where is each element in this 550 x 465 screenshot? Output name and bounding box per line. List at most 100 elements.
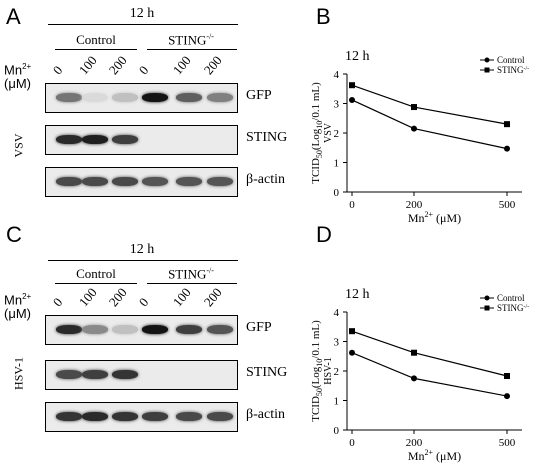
blot-band — [56, 177, 82, 186]
virus-label: HSV-1 — [11, 357, 26, 390]
blot-label: GFP — [246, 320, 272, 335]
data-point — [349, 96, 355, 103]
y-axis-label: TCID50(Log10/0.1 mL) — [310, 82, 324, 184]
sting-bracket — [147, 283, 237, 284]
blot-label: STING — [246, 365, 288, 380]
series-line-0 — [351, 99, 508, 150]
y-tick-label: 0 — [334, 425, 340, 437]
legend-entry: Control — [497, 55, 525, 65]
blot-band — [142, 93, 168, 102]
time-bracket — [48, 24, 238, 25]
series-line-0 — [351, 352, 508, 397]
blot-band — [142, 325, 168, 334]
sting-bracket — [147, 49, 237, 50]
blot-label: GFP — [246, 88, 272, 103]
y-tick-label: 0 — [334, 187, 340, 199]
dose-label: 200 — [200, 52, 225, 78]
blot-actin — [45, 402, 238, 432]
blot-band — [176, 177, 202, 186]
panel-letter: A — [6, 4, 21, 29]
blot-band — [56, 412, 82, 421]
legend-entry: STING-/- — [497, 65, 529, 75]
group-sting-label: STING-/- — [168, 32, 214, 48]
data-point — [504, 145, 510, 152]
x-tick-label: 0 — [349, 437, 355, 449]
legend-entry: STING-/- — [497, 303, 529, 313]
x-tick-label: 500 — [499, 199, 516, 211]
blot-band — [82, 325, 108, 334]
dose-label: 200 — [105, 284, 130, 310]
x-axis-label: Mn2+ (μM) — [408, 210, 461, 225]
y-tick-label: 4 — [334, 69, 340, 81]
data-point — [349, 82, 355, 89]
blot-band — [82, 135, 108, 144]
y-tick-label: 2 — [334, 366, 340, 378]
mn-label: Mn2+ (μM) — [4, 62, 32, 92]
dose-label: 100 — [75, 52, 100, 78]
blot-band — [82, 370, 108, 379]
blot-band — [112, 412, 138, 421]
panel-letter: D — [316, 222, 332, 247]
time-label: 12 h — [129, 6, 155, 21]
blot-band — [176, 412, 202, 421]
x-tick-label: 0 — [349, 199, 355, 211]
line-chart-d: 12 h 0 1 2 3 4 0 200 500 Mn2+ (μM) TCID50(Log10/0.… — [310, 287, 529, 463]
chart-title: 12 h — [345, 287, 370, 302]
time-label: 12 h — [129, 242, 155, 257]
dose-label: 100 — [75, 284, 100, 310]
line-chart-b: 12 h 0 1 2 3 4 0 200 500 Mn2+ (μM) TCID50(Log10/0.… — [310, 49, 529, 225]
mn-label: Mn2+ (μM) — [4, 292, 32, 322]
chart-title: 12 h — [345, 49, 370, 64]
virus-label: VSV — [323, 122, 334, 143]
y-tick-label: 1 — [334, 396, 340, 408]
dose-label: 0 — [135, 294, 152, 310]
data-point — [411, 104, 417, 111]
blot-band — [56, 325, 82, 334]
dose-label: 0 — [49, 294, 66, 310]
y-tick-label: 1 — [334, 158, 340, 170]
blot-band — [112, 93, 138, 102]
data-point — [411, 125, 417, 132]
panel-letter: B — [316, 4, 331, 29]
dose-label: 100 — [169, 52, 194, 78]
blot-gfp — [45, 315, 238, 345]
blot-band — [56, 135, 82, 144]
blot-sting — [45, 360, 238, 390]
panel-letter: C — [6, 222, 22, 247]
y-axis-label: TCID50(Log10/0.1 mL) — [310, 320, 324, 422]
blot-band — [207, 412, 233, 421]
data-point — [504, 373, 510, 380]
y-tick-label: 3 — [334, 99, 340, 111]
x-tick-label: 200 — [406, 437, 423, 449]
group-control-label: Control — [76, 266, 116, 281]
dose-label: 200 — [105, 52, 130, 78]
data-point — [504, 393, 510, 400]
blot-band — [207, 177, 233, 186]
blot-band — [207, 93, 233, 102]
y-tick-label: 2 — [334, 128, 340, 140]
blot-band — [112, 370, 138, 379]
blot-sting — [45, 125, 238, 155]
blot-band — [112, 135, 138, 144]
legend-entry: Control — [497, 293, 525, 303]
blot-band — [56, 370, 82, 379]
series-line-1 — [351, 84, 508, 125]
blot-actin — [45, 167, 238, 197]
data-point — [504, 121, 510, 128]
virus-label: VSV — [11, 133, 26, 158]
blot-band — [82, 177, 108, 186]
blot-band — [142, 412, 168, 421]
series-line-1 — [351, 330, 508, 377]
blot-band — [176, 93, 202, 102]
blot-band — [56, 93, 82, 102]
blot-band — [112, 177, 138, 186]
blot-band — [142, 177, 168, 186]
y-tick-label: 4 — [334, 307, 340, 319]
data-point — [411, 349, 417, 356]
x-axis-label: Mn2+ (μM) — [408, 448, 461, 463]
legend-marker — [484, 67, 490, 73]
blot-band — [82, 412, 108, 421]
dose-label: 0 — [135, 62, 152, 78]
control-bracket — [55, 49, 137, 50]
x-tick-label: 500 — [499, 437, 516, 449]
